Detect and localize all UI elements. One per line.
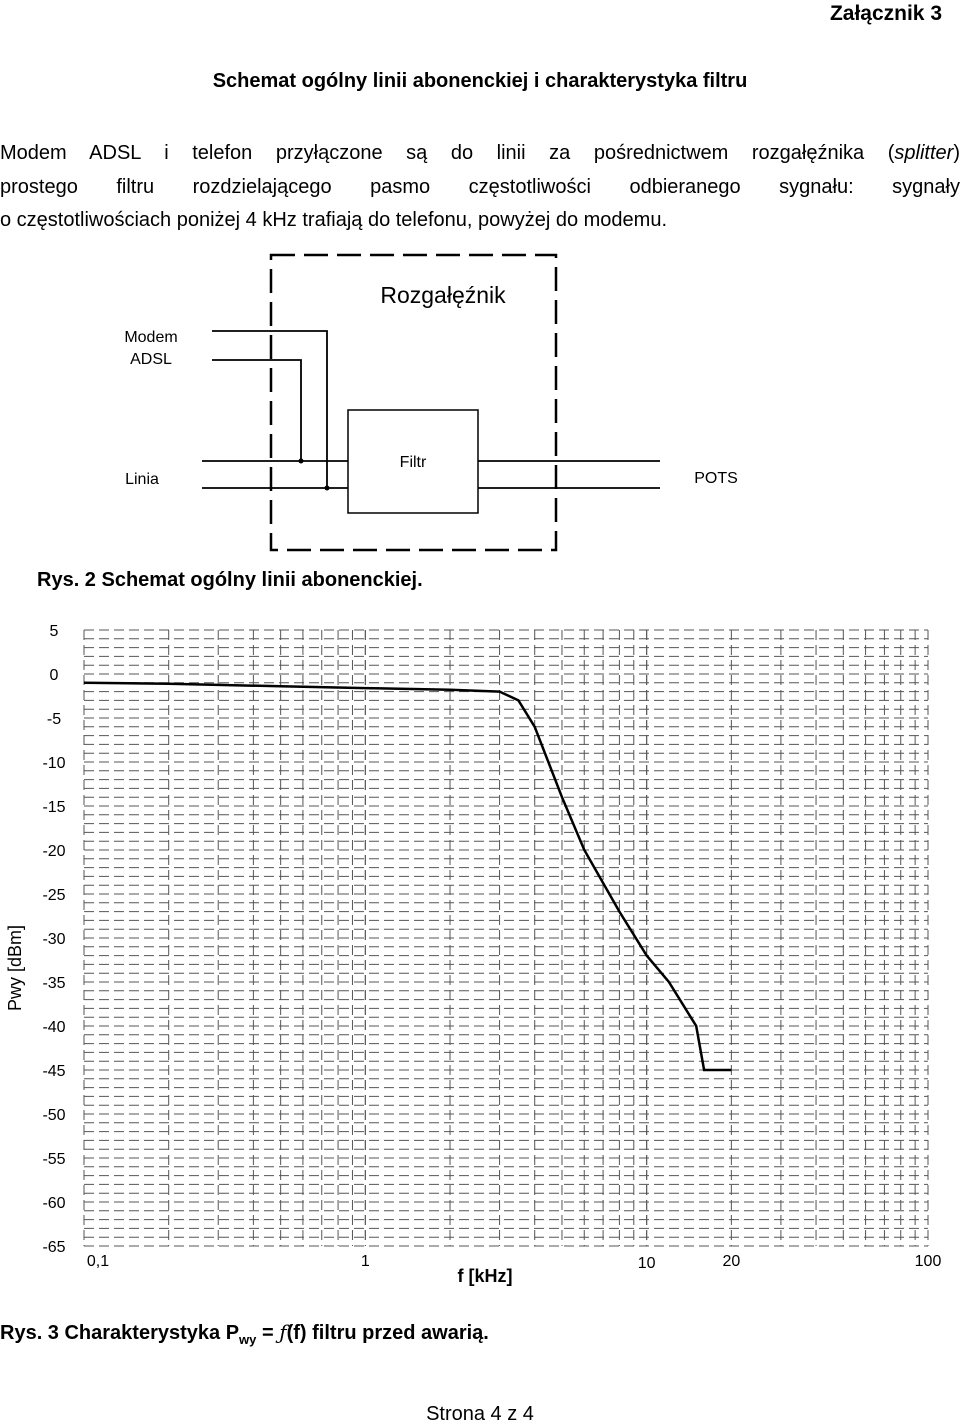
chart-grid — [83, 629, 929, 1247]
junction-dot-a — [298, 458, 304, 464]
page-title: Schemat ogólny linii abonenckiej i chara… — [212, 70, 748, 92]
page-footer: Strona 4 z 4 — [426, 1403, 534, 1425]
y-tick-label: 5 — [50, 623, 59, 640]
y-tick-label: -30 — [42, 931, 65, 948]
pots-label: POTS — [694, 470, 738, 487]
x-tick-label: 0,1 — [87, 1253, 109, 1270]
modem-label-2: ADSL — [130, 351, 172, 368]
y-tick-label: -10 — [42, 755, 65, 772]
modem-wire-b — [212, 359, 302, 461]
splitter-label: Rozgałęźnik — [380, 282, 506, 308]
figure-2-caption: Rys. 2 Schemat ogólny linii abonenckiej. — [37, 569, 423, 591]
y-tick-labels: 5 0 -5 -10 -15 -20 -25 -30 -35 -40 -45 -50 -55 -60 -65 — [42, 623, 65, 1256]
y-axis-label: Pwy [dBm] — [5, 925, 25, 1011]
y-tick-label: -65 — [42, 1239, 65, 1256]
splitter-term: splitter — [894, 142, 954, 164]
line-label: Linia — [125, 471, 159, 488]
intro-paragraph: Modem ADSL i telefon przyłączone są do l… — [0, 137, 960, 238]
modem-wire-a — [212, 330, 328, 488]
y-tick-label: -5 — [47, 711, 61, 728]
junction-dot-b — [324, 485, 330, 491]
x-tick-label: 20 — [722, 1253, 740, 1270]
intro-line-2: prostego filtru rozdzielającego pasmo cz… — [0, 175, 960, 198]
y-tick-label: 0 — [50, 667, 59, 684]
filter-label: Filtr — [400, 454, 427, 471]
filter-chart: 5 0 -5 -10 -15 -20 -25 -30 -35 -40 -45 -50 -55 -60 -65… — [5, 623, 942, 1286]
x-tick-label: 10 — [638, 1255, 656, 1272]
x-tick-label: 100 — [915, 1253, 942, 1270]
x-tick-labels: 0,1 1 10 20 100 — [87, 1253, 942, 1272]
splitter-dashed-box — [269, 253, 558, 552]
series-line — [83, 681, 732, 1072]
intro-line-1: Modem ADSL i telefon przyłączone są do l… — [0, 142, 960, 164]
y-tick-label: -50 — [42, 1107, 65, 1124]
y-tick-label: -25 — [42, 887, 65, 904]
annex-label: Załącznik 3 — [829, 2, 942, 25]
filter-box — [347, 409, 479, 514]
diagram-wires — [202, 330, 660, 489]
y-tick-label: -35 — [42, 975, 65, 992]
y-tick-label: -55 — [42, 1151, 65, 1168]
modem-label-1: Modem — [124, 329, 177, 346]
y-tick-label: -15 — [42, 799, 65, 816]
intro-line-3: o częstotliwościach poniżej 4 kHz trafia… — [0, 209, 668, 231]
splitter-diagram: Rozgałęźnik Modem ADSL Linia POTS Filtr — [124, 253, 738, 552]
y-tick-label: -60 — [42, 1195, 65, 1212]
figure-3-caption: Rys. 3 Charakterystyka Pwy = ƒ(f) filtru… — [0, 1320, 489, 1347]
y-tick-label: -45 — [42, 1063, 65, 1080]
y-tick-label: -40 — [42, 1019, 65, 1036]
y-tick-label: -20 — [42, 843, 65, 860]
x-axis-label: f [kHz] — [458, 1266, 513, 1286]
x-tick-label: 1 — [361, 1253, 370, 1270]
